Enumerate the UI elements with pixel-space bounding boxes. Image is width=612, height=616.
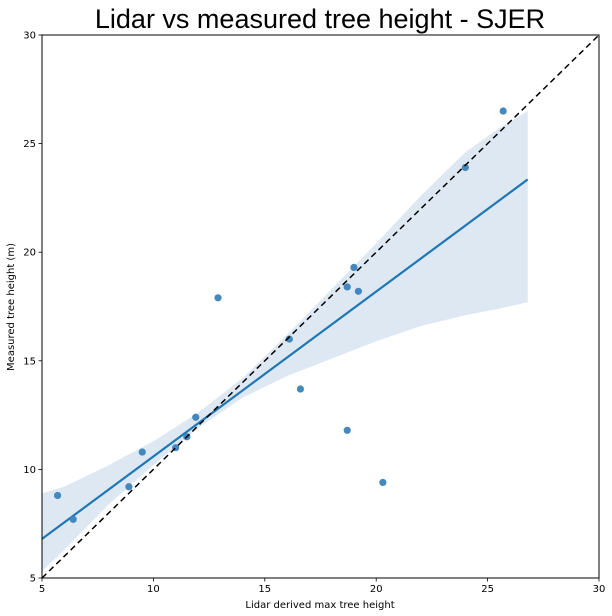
y-tick-label: 5 [30, 574, 36, 585]
data-point-8 [214, 294, 222, 302]
plot-area [42, 35, 599, 578]
data-point-17 [499, 107, 507, 115]
y-axis: 5 10 15 20 25 30 [23, 31, 42, 585]
data-point-16 [461, 163, 469, 172]
x-tick-label: 10 [147, 584, 160, 595]
chart-title: Lidar vs measured tree height - SJER [95, 4, 545, 34]
regression-line [42, 178, 529, 540]
data-point-4 [138, 448, 146, 456]
data-point-15 [379, 478, 387, 487]
data-point-11 [343, 426, 351, 434]
y-tick-label: 25 [23, 139, 36, 150]
x-axis-label: Lidar derived max tree height [245, 600, 394, 611]
plot-frame [41, 34, 600, 579]
y-tick-label: 30 [23, 31, 36, 42]
x-tick-label: 20 [370, 584, 383, 595]
data-point-13 [350, 263, 358, 272]
data-point-9 [285, 335, 293, 343]
data-point-7 [192, 413, 200, 421]
x-tick-label: 30 [593, 584, 606, 595]
x-tick-label: 25 [481, 584, 494, 595]
data-point-2 [69, 515, 77, 523]
y-axis-label: Measured tree height (m) [6, 243, 17, 371]
data-point-3 [125, 483, 133, 491]
x-tick-label: 5 [39, 584, 45, 595]
data-point-10 [296, 385, 305, 393]
y-tick-label: 15 [23, 356, 36, 367]
y-tick-label: 20 [23, 248, 36, 259]
data-point-1 [53, 491, 62, 500]
y-tick-label: 10 [23, 465, 36, 476]
data-point-12 [343, 283, 351, 291]
x-tick-label: 15 [258, 584, 271, 595]
x-axis: 5 10 15 20 25 30 [39, 578, 606, 595]
confidence-band [42, 111, 528, 572]
data-point-14 [354, 287, 362, 295]
